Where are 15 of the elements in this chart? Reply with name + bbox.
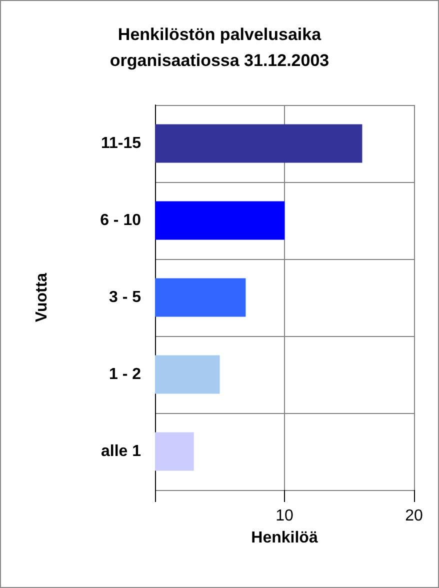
y-tick-label: 3 - 5 — [108, 289, 142, 306]
y-tick-label: alle 1 — [100, 443, 142, 460]
x-tick-label: 20 — [405, 508, 423, 524]
y-axis-title: Vuotta — [34, 272, 50, 322]
y-tick-label: 1 - 2 — [108, 366, 142, 383]
bar — [155, 432, 194, 471]
x-tick-label: 10 — [276, 508, 294, 524]
bar — [155, 355, 220, 394]
y-tick-label: 11-15 — [100, 135, 142, 152]
y-tick-label: 6 - 10 — [100, 212, 142, 229]
bar — [155, 278, 246, 317]
bar — [155, 124, 362, 163]
bar — [155, 201, 284, 240]
chart-title: Henkilöstön palvelusaika organisaatiossa 31.12.2003 — [108, 24, 330, 72]
x-axis-title: Henkilöä — [251, 530, 318, 546]
